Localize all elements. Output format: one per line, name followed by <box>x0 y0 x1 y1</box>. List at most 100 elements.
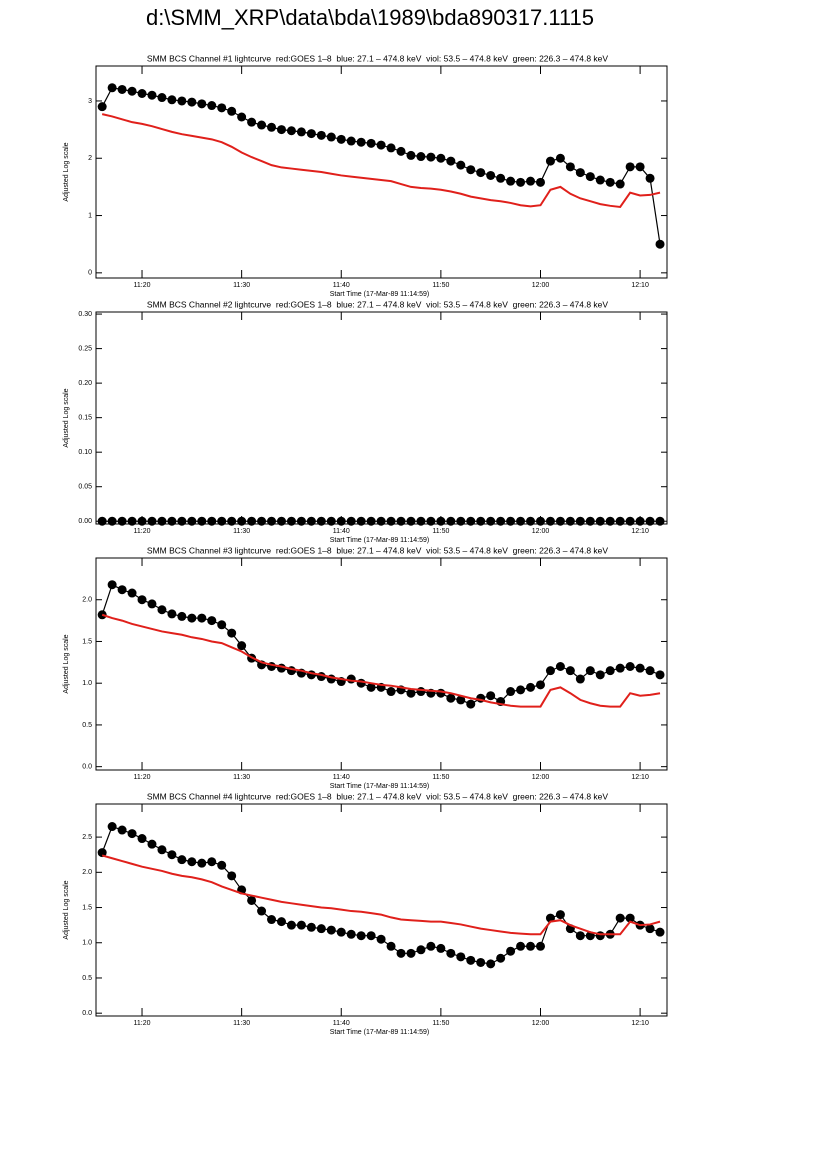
data-point <box>486 959 496 969</box>
data-point <box>257 516 267 526</box>
data-point <box>396 948 406 958</box>
x-tick-label: 11:40 <box>333 1020 350 1027</box>
data-point <box>605 516 615 526</box>
data-point <box>585 516 595 526</box>
data-point <box>516 685 526 695</box>
data-point <box>625 162 635 172</box>
data-point <box>257 120 267 130</box>
data-point <box>655 927 665 937</box>
data-point <box>326 925 336 935</box>
x-tick-label: 11:30 <box>233 1020 250 1027</box>
data-point <box>346 674 356 684</box>
data-point <box>376 934 386 944</box>
data-point <box>386 516 396 526</box>
y-tick-label: 0.10 <box>78 449 92 456</box>
y-axis-label: Adjusted Log scale <box>63 142 70 201</box>
data-point <box>227 106 237 116</box>
data-point <box>615 179 625 189</box>
data-point <box>346 136 356 146</box>
data-point <box>416 687 426 697</box>
data-point <box>366 516 376 526</box>
data-point <box>595 516 605 526</box>
data-point <box>585 172 595 182</box>
data-point <box>247 117 257 127</box>
data-point <box>406 948 416 958</box>
data-point <box>356 931 366 941</box>
y-tick-label: 0.0 <box>82 1010 92 1017</box>
data-point <box>276 516 286 526</box>
y-tick-label: 2.5 <box>82 834 92 841</box>
data-point <box>356 516 366 526</box>
data-point <box>167 95 177 105</box>
data-point <box>436 153 446 163</box>
data-point <box>227 628 237 638</box>
x-tick-label: 11:50 <box>432 528 449 535</box>
data-point <box>595 931 605 941</box>
x-tick-label: 11:20 <box>134 282 151 289</box>
data-point <box>197 516 207 526</box>
data-point <box>635 162 645 172</box>
data-point <box>496 953 506 963</box>
data-point <box>316 516 326 526</box>
plot-frame <box>95 803 668 1017</box>
data-point <box>466 699 476 709</box>
data-point <box>615 913 625 923</box>
data-point <box>316 924 326 934</box>
data-point <box>446 948 456 958</box>
data-point <box>117 84 127 94</box>
y-axis-label: Adjusted Log scale <box>63 880 70 939</box>
data-point <box>237 112 247 122</box>
x-tick-label: 11:40 <box>333 774 350 781</box>
data-point <box>177 516 187 526</box>
data-point <box>526 176 536 186</box>
data-point <box>426 941 436 951</box>
x-tick-label: 11:30 <box>233 282 250 289</box>
data-point <box>386 143 396 153</box>
data-point <box>506 176 516 186</box>
data-point <box>486 170 496 180</box>
data-point <box>595 670 605 680</box>
data-point <box>466 516 476 526</box>
data-point <box>257 906 267 916</box>
data-point <box>127 829 137 839</box>
panel-title: SMM BCS Channel #2 lightcurve red:GOES 1… <box>147 299 609 309</box>
data-point <box>127 588 137 598</box>
data-point <box>127 86 137 96</box>
data-point <box>416 516 426 526</box>
data-point <box>506 687 516 697</box>
data-point <box>177 855 187 865</box>
data-point <box>496 173 506 183</box>
x-tick-label: 11:20 <box>134 528 151 535</box>
panel-title: SMM BCS Channel #4 lightcurve red:GOES 1… <box>147 791 609 801</box>
data-point <box>386 687 396 697</box>
data-point <box>306 516 316 526</box>
plot-frame <box>95 311 668 525</box>
data-point <box>296 920 306 930</box>
data-point <box>456 952 466 962</box>
data-point <box>197 613 207 623</box>
data-point <box>446 516 456 526</box>
data-point <box>535 177 545 187</box>
data-point <box>326 516 336 526</box>
data-point <box>97 848 107 858</box>
x-tick-label: 11:40 <box>333 528 350 535</box>
data-point <box>436 516 446 526</box>
data-point <box>187 613 197 623</box>
data-point <box>545 156 555 166</box>
y-tick-label: 0.5 <box>82 722 92 729</box>
data-point <box>456 160 466 170</box>
data-point <box>336 516 346 526</box>
data-point <box>456 695 466 705</box>
data-point <box>296 127 306 137</box>
data-point <box>615 663 625 673</box>
y-tick-label: 0.15 <box>78 414 92 421</box>
panel-title: SMM BCS Channel #1 lightcurve red:GOES 1… <box>147 53 609 63</box>
data-point <box>97 516 107 526</box>
data-point <box>167 609 177 619</box>
data-point <box>187 516 197 526</box>
data-point <box>516 941 526 951</box>
data-point <box>107 580 117 590</box>
data-point <box>117 516 127 526</box>
data-point <box>147 839 157 849</box>
data-point <box>406 516 416 526</box>
